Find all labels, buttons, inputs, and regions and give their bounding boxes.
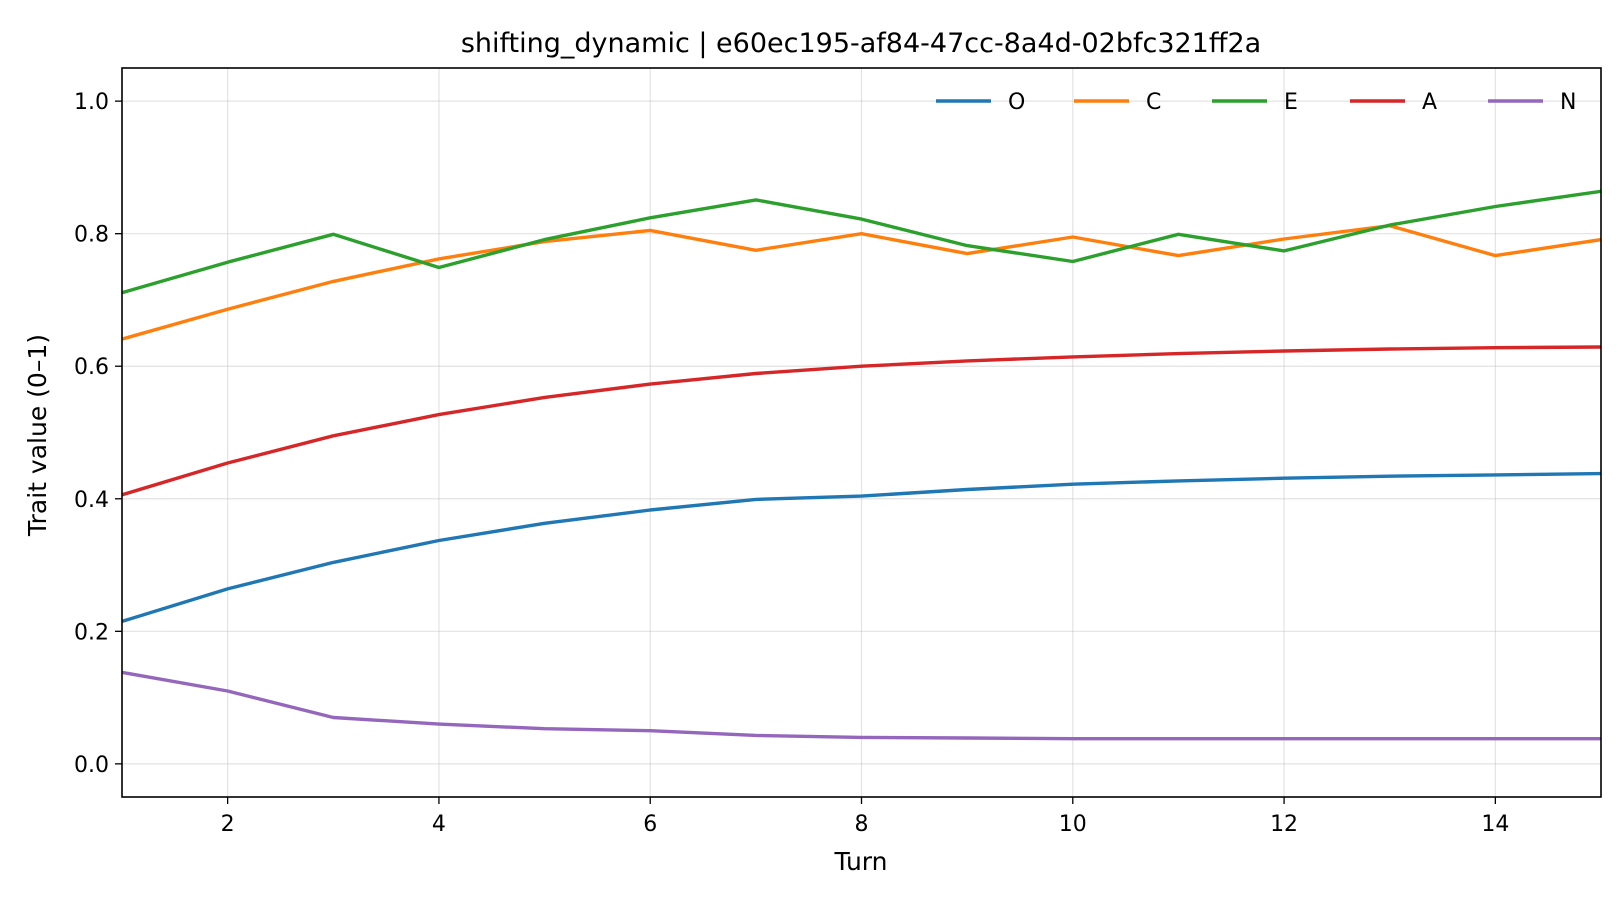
x-tick-label: 14 (1481, 812, 1509, 837)
y-axis: 0.0 0.2 0.4 0.6 0.8 1.0 (74, 90, 122, 778)
series-line-a (122, 345, 1601, 497)
x-tick-label: 10 (1059, 812, 1087, 837)
x-tick-label: 12 (1270, 812, 1298, 837)
legend-item-a: A (1350, 90, 1437, 115)
legend-label: O (1008, 90, 1025, 115)
legend-item-c: C (1074, 90, 1161, 115)
y-tick-label: 0.8 (74, 223, 109, 248)
legend-label: A (1422, 90, 1437, 115)
series-line-e (122, 189, 1601, 295)
chart-title: shifting_dynamic | e60ec195-af84-47cc-8a… (461, 28, 1261, 59)
legend-label: E (1284, 90, 1298, 115)
y-axis-title: Trait value (0–1) (23, 334, 52, 537)
y-tick-label: 0.2 (74, 620, 109, 645)
y-tick-label: 1.0 (74, 90, 109, 115)
series-line-n (122, 670, 1601, 741)
x-axis-title: Turn (833, 847, 887, 876)
legend-item-n: N (1488, 90, 1576, 115)
x-tick-label: 6 (643, 812, 657, 837)
legend-label: N (1560, 90, 1576, 115)
x-axis: 2 4 6 8 10 12 14 (221, 797, 1509, 837)
y-tick-label: 0.0 (74, 753, 109, 778)
series-line-o (122, 471, 1601, 624)
y-tick-label: 0.6 (74, 355, 109, 380)
y-tick-label: 0.4 (74, 488, 109, 513)
x-tick-label: 4 (432, 812, 446, 837)
legend-label: C (1146, 90, 1161, 115)
legend-item-e: E (1212, 90, 1298, 115)
legend-item-o: O (936, 90, 1025, 115)
series-line-c (122, 223, 1601, 341)
x-tick-label: 2 (221, 812, 235, 837)
x-tick-label: 8 (855, 812, 869, 837)
series-layer (122, 189, 1601, 741)
